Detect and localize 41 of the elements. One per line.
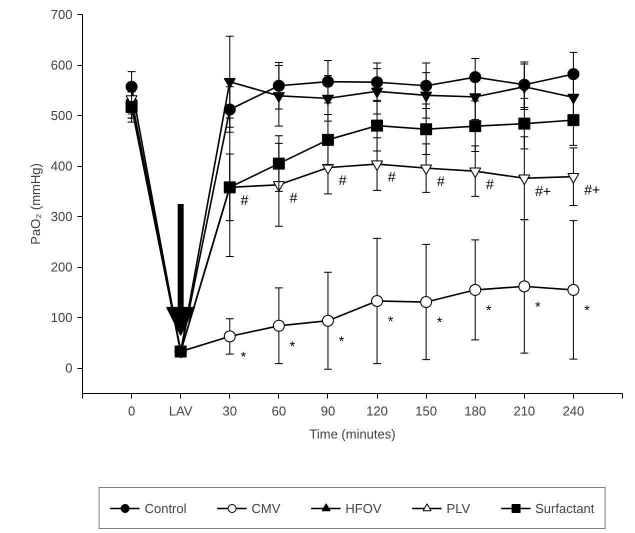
annotation: * <box>290 338 296 354</box>
annotation: #+ <box>535 182 552 199</box>
y-tick-label: 200 <box>50 260 73 275</box>
annotation: * <box>535 298 542 315</box>
x-tick-label: 210 <box>513 404 536 418</box>
y-tick-label: 600 <box>50 58 73 73</box>
x-tick-label: 180 <box>464 404 486 418</box>
x-tick-label: 90 <box>320 404 336 418</box>
annotation: # <box>290 189 298 206</box>
x-axis-title: Time (minutes) <box>309 426 396 442</box>
annotation: * <box>584 302 590 318</box>
y-tick-label: 0 <box>65 360 73 376</box>
annotation: * <box>436 314 443 330</box>
x-tick-label: 120 <box>366 404 388 418</box>
x-tick-label: 150 <box>415 404 437 418</box>
legend-label: HFOV <box>345 500 382 516</box>
y-tick-label: 300 <box>50 209 73 224</box>
legend-label: Control <box>144 500 187 516</box>
annotation: * <box>240 348 247 365</box>
annotation: # <box>436 172 445 189</box>
x-tick-label: 240 <box>562 404 584 418</box>
annotation: * <box>338 332 345 349</box>
annotation: # <box>486 176 494 192</box>
y-tick-label: 100 <box>50 310 73 326</box>
y-tick-label: 400 <box>50 158 73 174</box>
annotation: * <box>486 302 492 318</box>
annotation: # <box>240 192 249 208</box>
x-tick-label: 30 <box>222 404 238 418</box>
y-axis-title: PaO₂ (mmHg) <box>28 163 43 245</box>
legend-label: PLV <box>446 500 470 516</box>
y-tick-label: 700 <box>50 7 73 22</box>
legend-label: CMV <box>252 500 280 516</box>
legend-label: Surfactant <box>535 500 594 516</box>
annotation: #+ <box>584 181 600 198</box>
annotation: # <box>338 172 347 188</box>
annotation: * <box>388 313 394 330</box>
x-tick-label: 0 <box>128 404 136 418</box>
annotation: # <box>388 168 396 185</box>
x-tick-label: LAV <box>168 404 193 418</box>
x-tick-label: 60 <box>272 404 286 418</box>
y-tick-label: 500 <box>50 108 73 124</box>
